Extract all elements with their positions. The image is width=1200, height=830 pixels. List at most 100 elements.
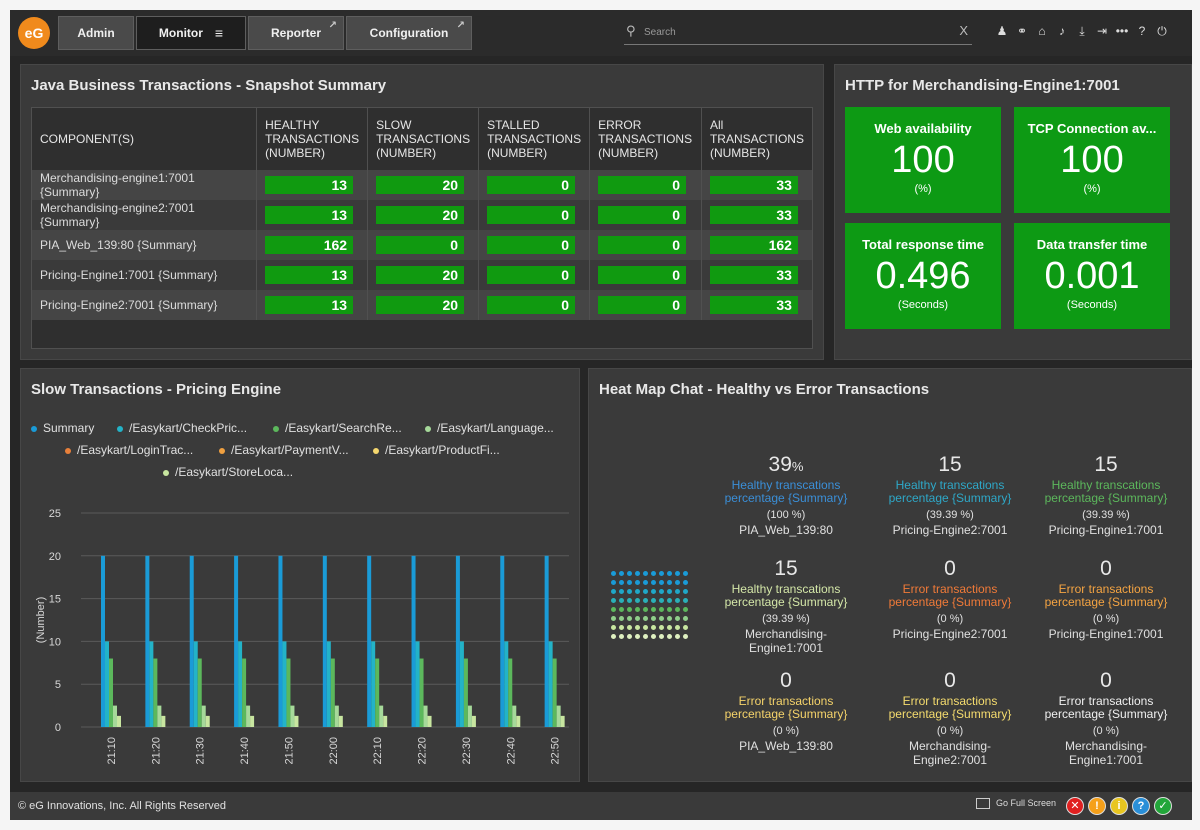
bar xyxy=(282,641,287,727)
search-input[interactable] xyxy=(644,24,944,40)
column-header[interactable]: COMPONENT(S) xyxy=(32,108,258,170)
stats-icon[interactable]: ⌂ xyxy=(1038,24,1046,38)
value-bar[interactable]: 0 xyxy=(487,296,576,314)
value-bar[interactable]: 13 xyxy=(265,176,354,194)
bar xyxy=(157,705,162,727)
heatmap-dot xyxy=(611,607,616,612)
heatmap-cell[interactable]: 15 Healthy transcations percentage {Summa… xyxy=(1031,453,1181,537)
total-response-time-tile[interactable]: Total response time 0.496 (Seconds) xyxy=(845,223,1001,329)
value-cell: 33 xyxy=(701,260,812,290)
tab-configuration-label: Configuration xyxy=(369,26,449,40)
value-bar[interactable]: 20 xyxy=(376,206,465,224)
legend-item[interactable]: /Easykart/LoginTrac... xyxy=(65,443,193,457)
table-row[interactable]: Pricing-Engine2:7001 {Summary} 13 20 0 0 33 xyxy=(32,290,812,320)
more-icon[interactable]: ••• xyxy=(1115,24,1129,38)
heatmap-dot xyxy=(675,634,680,639)
value-bar[interactable]: 0 xyxy=(598,206,687,224)
value-bar[interactable]: 162 xyxy=(265,236,354,254)
column-header[interactable]: ERROR TRANSACTIONS (NUMBER) xyxy=(589,108,702,170)
legend-item[interactable]: /Easykart/CheckPric... xyxy=(117,421,247,435)
heatmap-cell[interactable]: 0 Error transactions percentage {Summary}… xyxy=(1031,669,1181,767)
value-bar[interactable]: 0 xyxy=(598,296,687,314)
y-tick-label: 15 xyxy=(49,594,61,606)
power-icon[interactable]: ⏻ xyxy=(1157,24,1167,38)
user-icon[interactable]: ♟ xyxy=(996,24,1008,38)
clear-search-icon[interactable]: X xyxy=(959,23,968,38)
legend-item[interactable]: /Easykart/SearchRe... xyxy=(273,421,402,435)
tab-monitor[interactable]: Monitor ≡ xyxy=(136,16,246,50)
x-tick-label: 22:50 xyxy=(550,737,562,765)
normal-status-icon[interactable]: ✓ xyxy=(1154,797,1172,815)
column-header[interactable]: All TRANSACTIONS (NUMBER) xyxy=(701,108,812,170)
web-availability-tile[interactable]: Web availability 100 (%) xyxy=(845,107,1001,213)
value-bar[interactable]: 33 xyxy=(709,206,798,224)
value-bar[interactable]: 0 xyxy=(598,236,687,254)
tcp-connection-tile[interactable]: TCP Connection av... 100 (%) xyxy=(1014,107,1170,213)
download-icon[interactable]: ⤓ xyxy=(1079,24,1085,38)
legend-item[interactable]: /Easykart/Language... xyxy=(425,421,554,435)
heatmap-cell[interactable]: 0 Error transactions percentage {Summary}… xyxy=(1031,557,1181,641)
value-bar[interactable]: 13 xyxy=(265,206,354,224)
value-bar[interactable]: 0 xyxy=(376,236,465,254)
toolbar-icons: ♟ ⚭ ⌂ ♪ ⤓ ⇥ ••• ? ⏻ xyxy=(992,24,1172,39)
heatmap-cell[interactable]: 0 Error transactions percentage {Summary}… xyxy=(875,669,1025,767)
data-transfer-time-tile[interactable]: Data transfer time 0.001 (Seconds) xyxy=(1014,223,1170,329)
heatmap-dot xyxy=(619,571,624,576)
value-bar[interactable]: 20 xyxy=(376,296,465,314)
value-bar[interactable]: 0 xyxy=(487,266,576,284)
value-bar[interactable]: 20 xyxy=(376,266,465,284)
logout-icon[interactable]: ⇥ xyxy=(1096,24,1108,38)
heatmap-dot xyxy=(635,607,640,612)
table-row[interactable]: Merchandising-engine2:7001 {Summary} 13 20… xyxy=(32,200,812,230)
value-bar[interactable]: 0 xyxy=(487,206,576,224)
heatmap-dot xyxy=(627,580,632,585)
value-bar[interactable]: 162 xyxy=(709,236,798,254)
tab-reporter[interactable]: Reporter ↗ xyxy=(248,16,344,50)
value-bar[interactable]: 33 xyxy=(709,266,798,284)
heatmap-percentage: (39.39 %) xyxy=(926,509,974,521)
heatmap-dot xyxy=(635,625,640,630)
hamburger-menu-icon[interactable]: ≡ xyxy=(214,25,224,41)
legend-item[interactable]: /Easykart/ProductFi... xyxy=(373,443,500,457)
major-alert-icon[interactable]: ! xyxy=(1088,797,1106,815)
heatmap-dot xyxy=(635,616,640,621)
heatmap-cell[interactable]: 39% Healthy transcations percentage {Summ… xyxy=(711,453,861,537)
link-icon[interactable]: ⚭ xyxy=(1016,24,1028,38)
value-bar[interactable]: 0 xyxy=(487,176,576,194)
heatmap-dot xyxy=(651,616,656,621)
column-header[interactable]: HEALTHY TRANSACTIONS (NUMBER) xyxy=(256,108,369,170)
table-row[interactable]: Merchandising-engine1:7001 {Summary} 13 20… xyxy=(32,170,812,200)
heatmap-cell[interactable]: 0 Error transactions percentage {Summary}… xyxy=(711,669,861,753)
critical-alert-icon[interactable]: ✕ xyxy=(1066,797,1084,815)
unknown-alert-icon[interactable]: ? xyxy=(1132,797,1150,815)
value-bar[interactable]: 20 xyxy=(376,176,465,194)
value-bar[interactable]: 13 xyxy=(265,266,354,284)
tab-admin[interactable]: Admin xyxy=(58,16,134,50)
value-cell: 33 xyxy=(701,200,812,230)
legend-item[interactable]: Summary xyxy=(31,421,94,435)
value-bar[interactable]: 33 xyxy=(709,296,798,314)
help-icon[interactable]: ? xyxy=(1138,24,1146,38)
panel-title: Slow Transactions - Pricing Engine xyxy=(31,381,282,398)
heatmap-cell[interactable]: 0 Error transactions percentage {Summary}… xyxy=(875,557,1025,641)
table-row[interactable]: Pricing-Engine1:7001 {Summary} 13 20 0 0 33 xyxy=(32,260,812,290)
tab-configuration[interactable]: Configuration ↗ xyxy=(346,16,472,50)
value-bar[interactable]: 0 xyxy=(598,176,687,194)
minor-alert-icon[interactable]: i xyxy=(1110,797,1128,815)
value-bar[interactable]: 33 xyxy=(709,176,798,194)
heatmap-dot xyxy=(619,580,624,585)
value-bar[interactable]: 0 xyxy=(487,236,576,254)
column-header[interactable]: STALLED TRANSACTIONS (NUMBER) xyxy=(478,108,591,170)
table-row[interactable]: PIA_Web_139:80 {Summary} 162 0 0 0 162 xyxy=(32,230,812,260)
heatmap-cell[interactable]: 15 Healthy transcations percentage {Summa… xyxy=(875,453,1025,537)
value-bar[interactable]: 0 xyxy=(598,266,687,284)
value-bar[interactable]: 13 xyxy=(265,296,354,314)
full-screen-button[interactable]: Go Full Screen xyxy=(976,798,1056,810)
heatmap-percentage: (0 %) xyxy=(1092,613,1120,625)
eg-logo[interactable]: eG xyxy=(18,17,50,49)
bell-icon[interactable]: ♪ xyxy=(1059,24,1065,38)
heatmap-cell[interactable]: 15 Healthy transcations percentage {Summa… xyxy=(711,557,861,655)
legend-item[interactable]: /Easykart/StoreLoca... xyxy=(163,465,293,479)
legend-item[interactable]: /Easykart/PaymentV... xyxy=(219,443,349,457)
column-header[interactable]: SLOW TRANSACTIONS (NUMBER) xyxy=(367,108,480,170)
